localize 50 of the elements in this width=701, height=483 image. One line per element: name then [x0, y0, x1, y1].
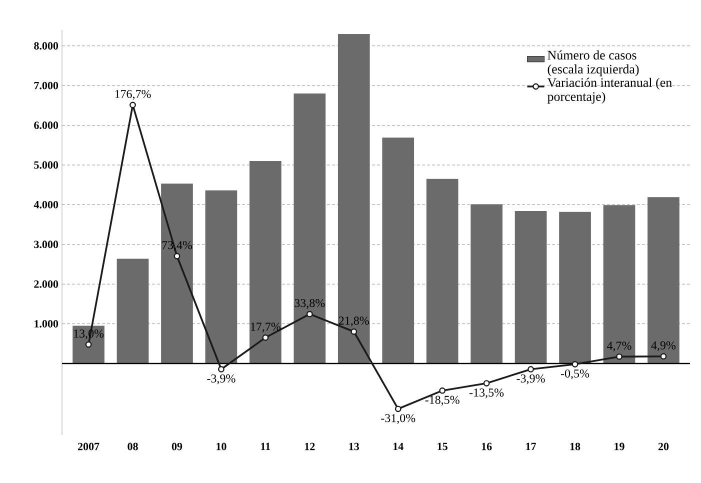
y-tick-label: 4.000: [34, 200, 58, 208]
legend-label: Número de casos (escala izquierda): [548, 50, 639, 76]
data-label: 4,9%: [651, 341, 676, 352]
x-tick-label: 2007: [78, 442, 100, 450]
point: [350, 328, 358, 335]
x-tick-label: 15: [438, 442, 448, 450]
data-label: 33,8%: [294, 299, 325, 309]
data-label: 176,7%: [115, 90, 151, 100]
x-tick-label: 18: [570, 442, 580, 450]
y-tick-label: 8.000: [34, 42, 58, 50]
y-tick-label: 3.000: [34, 240, 58, 248]
point: [660, 353, 667, 360]
data-label: -3,9%: [207, 374, 236, 384]
x-tick-label: 20: [658, 442, 669, 450]
point: [306, 310, 313, 318]
point: [439, 387, 446, 394]
x-tick-label: 08: [128, 442, 138, 450]
data-label: -0,5%: [560, 369, 590, 380]
data-label: -31,0%: [381, 414, 416, 424]
data-label: 4,7%: [606, 342, 632, 352]
x-tick-label: 09: [172, 442, 182, 450]
point: [218, 366, 224, 372]
data-label: 17,7%: [250, 322, 281, 332]
y-tick-label: 7.000: [34, 82, 58, 90]
x-tick-label: 11: [261, 442, 270, 450]
y-tick-label: 2.000: [34, 280, 58, 288]
x-tick-label: 14: [393, 442, 404, 450]
data-label: 21,8%: [338, 316, 369, 326]
x-tick-label: 10: [216, 442, 226, 450]
data-label: -3,9%: [516, 374, 545, 384]
data-label: -18,5%: [425, 396, 460, 406]
point: [616, 353, 622, 360]
point: [130, 102, 136, 108]
y-tick-label: 5.000: [34, 161, 58, 169]
y-tick-label: 1.000: [34, 320, 58, 328]
point: [85, 341, 92, 348]
point: [528, 366, 534, 372]
point: [572, 361, 578, 368]
data-label: -13,5%: [470, 388, 504, 398]
point: [483, 380, 490, 386]
legend-label: Variación interanual (en porcentaje): [547, 78, 672, 104]
point: [174, 252, 180, 260]
x-tick-label: 17: [526, 442, 536, 450]
y-tick-label: 6.000: [34, 122, 58, 130]
x-tick-label: 19: [614, 442, 624, 450]
x-tick-label: 16: [482, 442, 492, 450]
x-tick-label: 13: [349, 442, 360, 450]
point: [394, 406, 402, 412]
point: [262, 334, 269, 341]
x-tick-label: 12: [305, 442, 315, 450]
